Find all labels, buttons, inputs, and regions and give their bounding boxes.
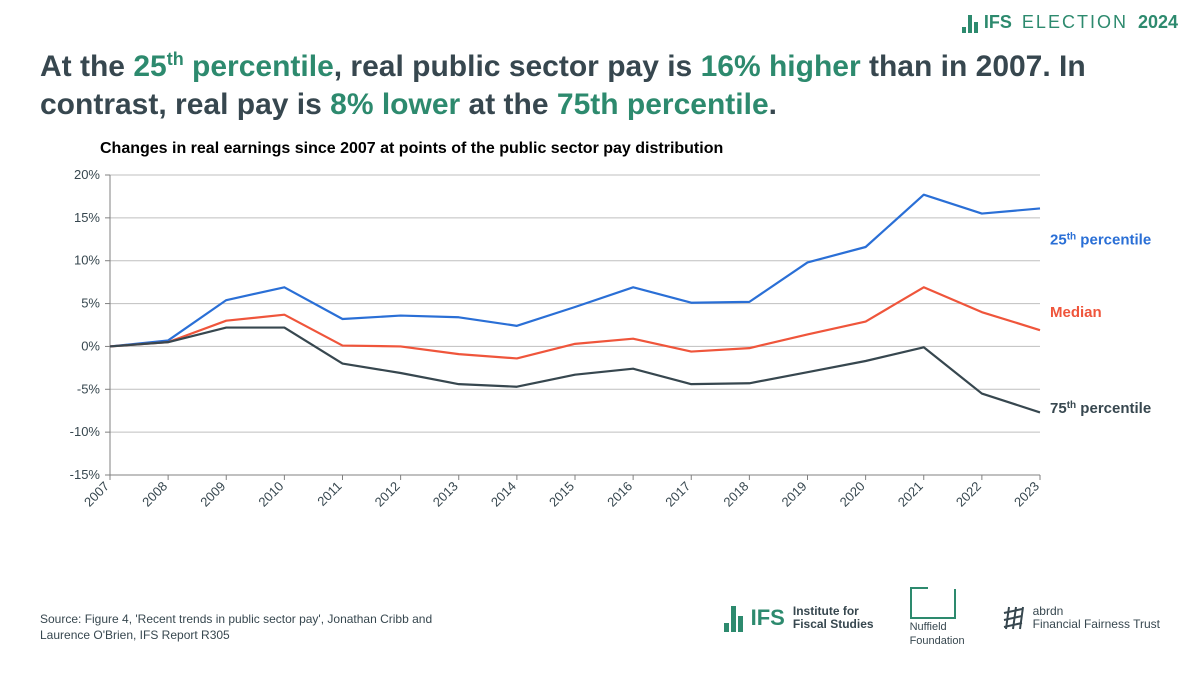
nuffield-logo: Nuffield Foundation: [910, 589, 965, 647]
nuffield-box-icon: [910, 589, 956, 619]
svg-text:75th percentile: 75th percentile: [1050, 400, 1151, 418]
svg-text:2017: 2017: [662, 479, 693, 510]
ifs-bars-icon: [724, 604, 743, 632]
nuffield-label1: Nuffield: [910, 621, 947, 633]
ifs-logo-sub: Institute for Fiscal Studies: [793, 605, 874, 631]
svg-text:25th percentile: 25th percentile: [1050, 231, 1151, 249]
svg-text:-15%: -15%: [70, 467, 101, 482]
svg-text:2021: 2021: [895, 479, 926, 510]
abrdn-text: abrdn Financial Fairness Trust: [1033, 605, 1160, 631]
svg-text:2022: 2022: [953, 479, 984, 510]
svg-text:2016: 2016: [604, 479, 635, 510]
source-note: Source: Figure 4, 'Recent trends in publ…: [40, 611, 460, 643]
abrdn-logo: abrdn Financial Fairness Trust: [1001, 605, 1160, 631]
svg-text:2014: 2014: [488, 479, 519, 510]
svg-text:2023: 2023: [1011, 479, 1042, 510]
brand-ifs: IFS: [984, 12, 1012, 33]
ifs-logo: IFS Institute for Fiscal Studies: [724, 604, 874, 632]
svg-text:Median: Median: [1050, 304, 1102, 321]
header-brand: IFS ELECTION 2024: [962, 12, 1178, 33]
brand-year: 2024: [1138, 12, 1178, 33]
headline: At the 25th percentile, real public sect…: [40, 48, 1160, 123]
line-chart: -15% -10% -5% 0% 5% 10% 15% 20% 2007 2008 2009 2010…: [40, 165, 1160, 535]
abrdn-hash-icon: [1001, 606, 1025, 630]
svg-text:-5%: -5%: [77, 381, 101, 396]
abrdn-line2: Financial Fairness Trust: [1033, 618, 1160, 631]
chart-title: Changes in real earnings since 2007 at p…: [100, 140, 723, 158]
ifs-bars-icon: [962, 13, 978, 33]
svg-text:2011: 2011: [314, 479, 344, 509]
svg-text:15%: 15%: [74, 210, 100, 225]
svg-text:2019: 2019: [779, 479, 810, 510]
ifs-logo-name: IFS: [751, 605, 785, 631]
nuffield-label2: Foundation: [910, 635, 965, 647]
svg-text:10%: 10%: [74, 253, 100, 268]
svg-text:0%: 0%: [81, 338, 100, 353]
chart-svg: -15% -10% -5% 0% 5% 10% 15% 20% 2007 2008 2009 2010…: [40, 165, 1160, 535]
svg-text:2010: 2010: [255, 479, 286, 510]
svg-text:2020: 2020: [837, 479, 868, 510]
svg-text:2013: 2013: [430, 479, 461, 510]
svg-text:2008: 2008: [139, 479, 170, 510]
svg-text:20%: 20%: [74, 167, 100, 182]
brand-election: ELECTION: [1022, 12, 1128, 33]
svg-text:2018: 2018: [720, 479, 751, 510]
svg-text:2007: 2007: [81, 479, 112, 510]
svg-text:5%: 5%: [81, 296, 100, 311]
ifs-sub2: Fiscal Studies: [793, 618, 874, 631]
svg-text:2012: 2012: [372, 479, 403, 510]
svg-text:2015: 2015: [546, 479, 577, 510]
footer-logos: IFS Institute for Fiscal Studies Nuffiel…: [724, 589, 1160, 647]
svg-text:2009: 2009: [197, 479, 228, 510]
svg-text:-10%: -10%: [70, 424, 101, 439]
